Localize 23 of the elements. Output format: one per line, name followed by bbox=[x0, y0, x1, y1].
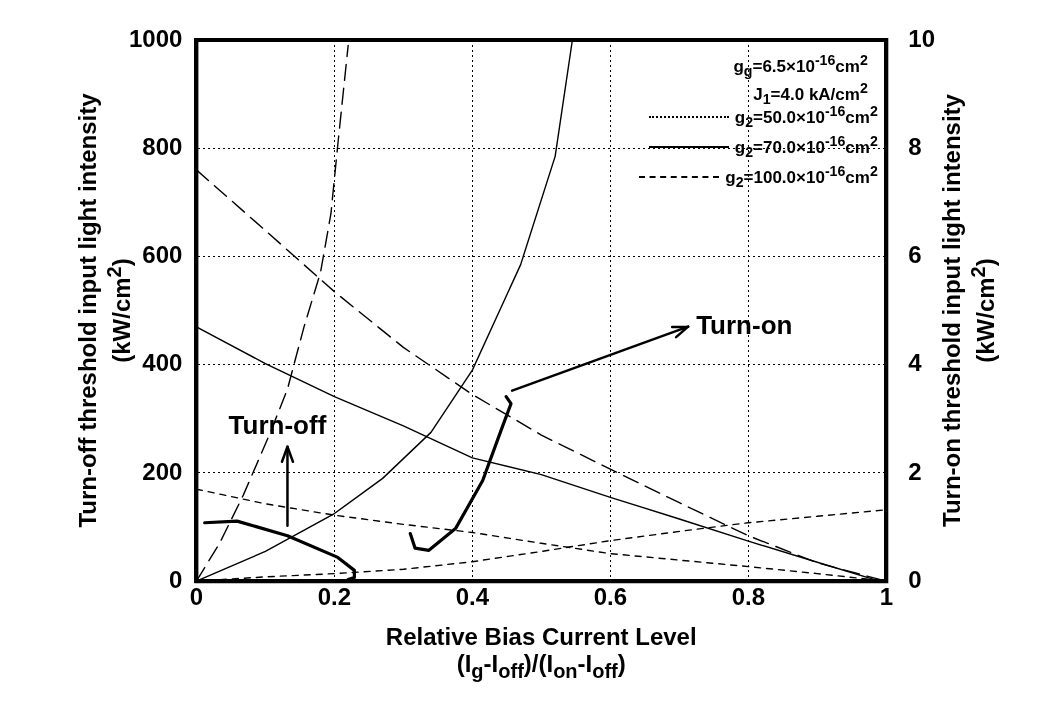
y-tick-label: 400 bbox=[142, 349, 183, 377]
x-tick-label: 0 bbox=[189, 583, 204, 611]
x-tick-label: 0.8 bbox=[731, 583, 766, 611]
y-tick-label: 1000 bbox=[129, 24, 183, 52]
y2-tick-label: 0 bbox=[908, 565, 922, 593]
y2-tick-label: 2 bbox=[908, 457, 922, 485]
y2-tick-label: 4 bbox=[908, 349, 923, 377]
legend-label: g$_{2}$=100.0×10$^{-16}$cm$^{2}$ bbox=[725, 163, 878, 191]
legend-label: g$_{2}$=50.0×10$^{-16}$cm$^{2}$ bbox=[734, 103, 878, 131]
x-tick-label: 1 bbox=[879, 583, 893, 611]
x-tick-label: 0.4 bbox=[455, 583, 490, 611]
y2-tick-label: 10 bbox=[908, 24, 936, 52]
annotation: g$_{g}$=6.5×10$^{-16}$cm$^{2}$ bbox=[732, 51, 869, 80]
y2-tick-label: 8 bbox=[908, 132, 922, 160]
y-tick-label: 800 bbox=[142, 132, 183, 160]
y2-tick-label: 6 bbox=[908, 241, 922, 269]
y-tick-label: 0 bbox=[169, 565, 183, 593]
x-tick-label: 0.6 bbox=[593, 583, 628, 611]
x-tick-label: 0.2 bbox=[317, 583, 352, 611]
text: Relative Bias Current Level (I$_{g}$-I$_{off}$)/(I$_{on}$-I$_{off}$) bbox=[385, 623, 697, 682]
annotation: Turn-on bbox=[696, 309, 793, 340]
y-tick-label: 600 bbox=[142, 241, 183, 269]
y-tick-label: 200 bbox=[142, 457, 183, 485]
